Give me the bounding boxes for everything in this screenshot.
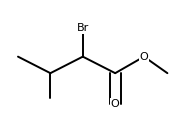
Text: Br: Br — [77, 23, 89, 33]
Text: O: O — [140, 52, 148, 62]
Text: O: O — [111, 99, 120, 109]
